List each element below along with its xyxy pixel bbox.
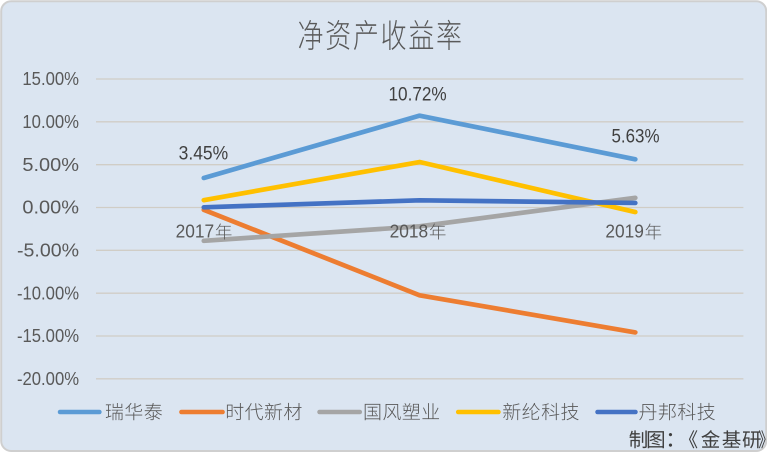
svg-text:15.00%: 15.00% [22,69,79,89]
svg-text:2019: 2019 [605,222,644,242]
svg-text:10.72%: 10.72% [389,85,447,106]
svg-text:-10.00%: -10.00% [17,283,79,303]
svg-text:5.00%: 5.00% [22,155,79,175]
svg-text:2018: 2018 [390,222,429,242]
svg-text:0.00%: 0.00% [22,198,79,218]
svg-text:10.00%: 10.00% [22,112,79,132]
svg-text:-5.00%: -5.00% [17,241,79,261]
svg-text:2017: 2017 [176,222,215,242]
svg-text:5.63%: 5.63% [612,127,660,148]
svg-text:-20.00%: -20.00% [17,369,79,389]
svg-text:-15.00%: -15.00% [17,326,79,346]
svg-text:3.45%: 3.45% [179,144,229,165]
